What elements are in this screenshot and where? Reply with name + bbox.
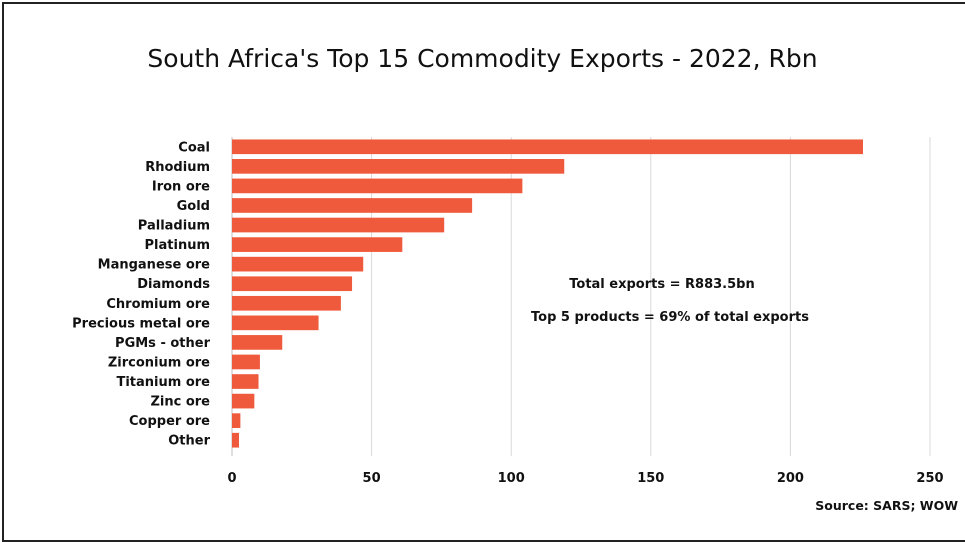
x-tick-labels: 0 50 100 150 200 250 xyxy=(227,471,943,486)
x-tick-label: 50 xyxy=(363,471,381,486)
x-tick-label: 0 xyxy=(227,471,236,486)
category-label: Precious metal ore xyxy=(72,316,210,331)
bar-zinc-ore xyxy=(232,393,255,409)
category-label: Gold xyxy=(177,199,210,214)
bar-precious-metal-ore xyxy=(232,315,319,331)
category-label: Other xyxy=(168,434,210,449)
chart-title: South Africa's Top 15 Commodity Exports … xyxy=(147,44,818,73)
bar-manganese-ore xyxy=(232,256,364,272)
category-label: Chromium ore xyxy=(106,297,210,312)
bar-coal xyxy=(232,139,863,155)
category-label: Zirconium ore xyxy=(108,355,210,370)
chart-plot: Coal Rhodium Iron ore Gold Palladium Platinum… xyxy=(72,137,958,513)
x-tick-label: 250 xyxy=(916,471,943,486)
bar-platinum xyxy=(232,237,403,252)
x-tick-label: 150 xyxy=(637,471,664,486)
category-label: Titanium ore xyxy=(116,375,210,390)
bar-gold xyxy=(232,198,473,213)
category-label: Rhodium xyxy=(145,160,210,175)
bar-iron-ore xyxy=(232,178,523,194)
gridlines xyxy=(231,137,931,456)
category-label: Manganese ore xyxy=(98,258,211,273)
category-label: Coal xyxy=(178,140,210,155)
category-label: PGMs - other xyxy=(115,336,211,351)
bar-titanium-ore xyxy=(232,374,259,389)
bar-pgms-other xyxy=(232,335,283,350)
category-label: Platinum xyxy=(145,238,210,253)
bar-diamonds xyxy=(232,276,353,292)
x-tick-label: 100 xyxy=(498,471,525,486)
bar-palladium xyxy=(232,217,445,233)
bars xyxy=(232,139,863,448)
x-tick-label: 200 xyxy=(777,471,804,486)
category-label: Diamonds xyxy=(137,277,210,292)
category-label: Zinc ore xyxy=(150,395,210,410)
source-note: Source: SARS; WOW xyxy=(815,498,958,513)
bar-chromium-ore xyxy=(232,295,341,311)
bar-rhodium xyxy=(232,159,565,174)
annotations: Total exports = R883.5bn Top 5 products … xyxy=(531,277,809,325)
annotation-total-exports: Total exports = R883.5bn xyxy=(569,277,754,292)
bar-copper-ore xyxy=(232,413,241,428)
category-label: Iron ore xyxy=(152,179,210,194)
bar-other xyxy=(232,432,239,448)
category-label: Palladium xyxy=(138,219,210,234)
category-label: Copper ore xyxy=(129,414,210,429)
annotation-top5-share: Top 5 products = 69% of total exports xyxy=(531,310,809,325)
bar-zirconium-ore xyxy=(232,354,260,370)
category-labels: Coal Rhodium Iron ore Gold Palladium Platinum… xyxy=(72,140,210,448)
